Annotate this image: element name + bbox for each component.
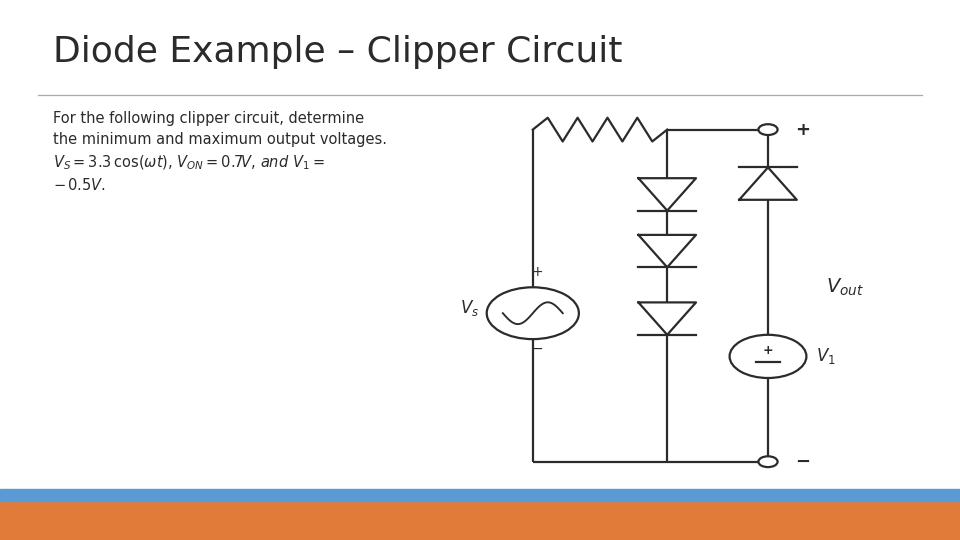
Circle shape bbox=[758, 124, 778, 135]
Text: −: − bbox=[795, 453, 810, 471]
Text: −: − bbox=[532, 342, 543, 356]
Text: $V_{out}$: $V_{out}$ bbox=[826, 277, 864, 298]
Circle shape bbox=[758, 456, 778, 467]
Text: $V_s$: $V_s$ bbox=[460, 298, 479, 318]
Text: For the following clipper circuit, determine: For the following clipper circuit, deter… bbox=[53, 111, 364, 126]
Text: +: + bbox=[762, 344, 774, 357]
Text: Diode Example – Clipper Circuit: Diode Example – Clipper Circuit bbox=[53, 35, 622, 69]
Text: +: + bbox=[532, 265, 543, 279]
Bar bbox=[0, 489, 960, 501]
Text: $-\,0.5V.$: $-\,0.5V.$ bbox=[53, 177, 106, 193]
Text: +: + bbox=[795, 120, 810, 139]
Circle shape bbox=[487, 287, 579, 339]
Circle shape bbox=[730, 335, 806, 378]
Text: the minimum and maximum output voltages.: the minimum and maximum output voltages. bbox=[53, 132, 387, 147]
Text: $V_1$: $V_1$ bbox=[816, 346, 836, 367]
Text: $V_S = 3.3\,\cos(\omega t)$, $V_{ON} = 0.7V$, $\mathit{and}\ V_1 =$: $V_S = 3.3\,\cos(\omega t)$, $V_{ON} = 0… bbox=[53, 154, 324, 172]
Bar bbox=[0, 501, 960, 540]
